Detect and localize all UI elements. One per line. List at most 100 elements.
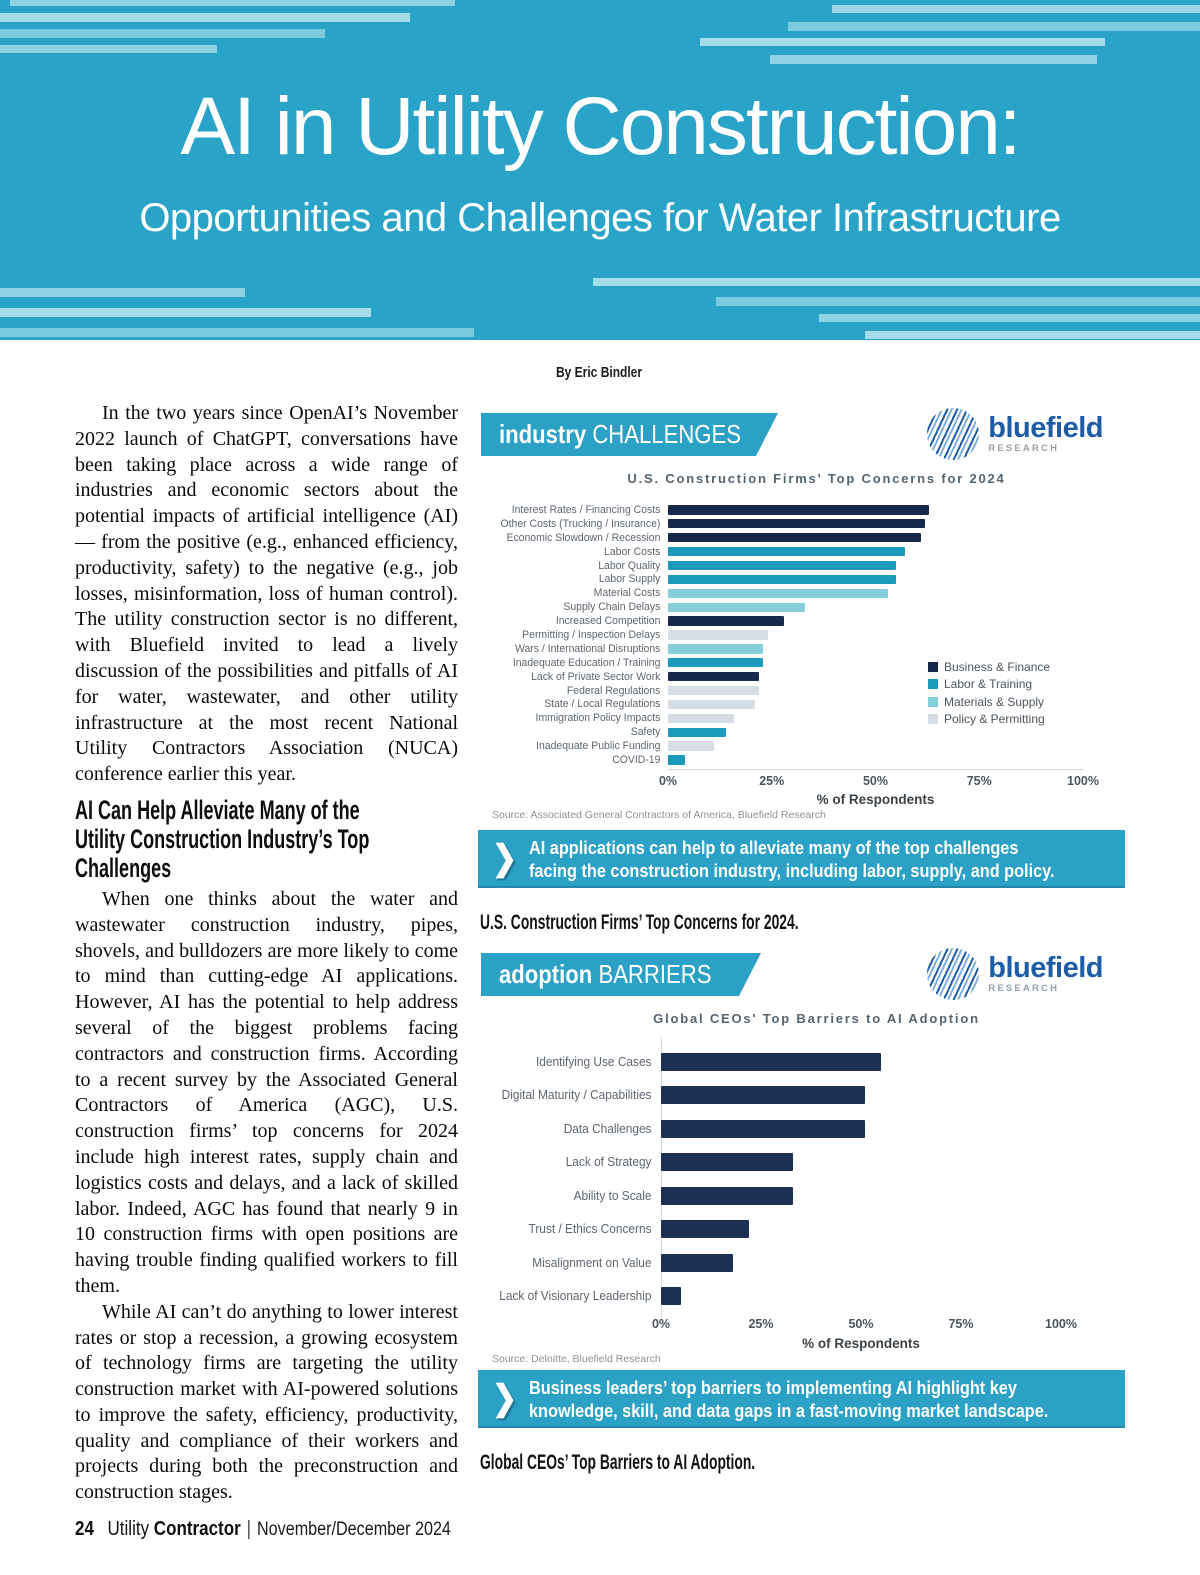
decorative-stripe <box>865 331 1200 339</box>
legend-label: Policy & Permitting <box>944 712 1045 727</box>
chart-category-label: Labor Supply <box>598 573 661 586</box>
chart-row: Inadequate Education / Training <box>478 656 1083 670</box>
source-note: Source: Deloitte, Bluefield Research <box>492 1353 661 1365</box>
chart-bar <box>668 699 756 710</box>
chart-bar-track <box>668 546 1083 557</box>
chart-bar-track <box>668 574 1083 585</box>
article-title: AI in Utility Construction: <box>180 81 1021 172</box>
chart-bar <box>661 1253 733 1272</box>
axis-tick-label: 50% <box>848 1317 874 1331</box>
axis-tick-label: 75% <box>966 774 992 788</box>
logo-sub-name: RESEARCH <box>988 982 1060 994</box>
legend-swatch-icon <box>928 679 938 690</box>
chart-row: Lack of Strategy <box>478 1146 1061 1180</box>
callout-line: Business leaders’ top barriers to implem… <box>529 1377 1018 1398</box>
industry-challenges-figure: industry CHALLENGES bluefield RESEARCH U… <box>478 405 1125 965</box>
chart-category-label: Lack of Strategy <box>565 1155 652 1170</box>
chart-row: Trust / Ethics Concerns <box>478 1213 1061 1247</box>
chart-row: Supply Chain Delays <box>478 600 1083 614</box>
logo-brand-name: bluefield <box>988 411 1103 444</box>
chart-bar <box>661 1086 865 1105</box>
callout-line: knowledge, skill, and data gaps in a fas… <box>529 1400 1049 1421</box>
chart-category-label: Data Challenges <box>563 1121 652 1136</box>
section-heading-line: Utility Construction Industry’s Top <box>75 823 370 854</box>
x-axis: 0% 25% 50% 75% 100% <box>652 1313 1077 1331</box>
chart-category-label: Supply Chain Delays <box>563 601 661 614</box>
paragraph: In the two years since OpenAI’s November… <box>75 402 458 786</box>
chart-bar-track <box>668 727 1083 737</box>
chart-bar-track <box>668 519 1083 529</box>
figure-banner: adoption BARRIERS <box>481 953 761 996</box>
section-heading-line: Challenges <box>75 852 172 883</box>
paragraph: When one thinks about the water and wast… <box>75 887 458 1297</box>
chart-bar <box>668 533 922 543</box>
x-axis: 0% 25% 50% 75% 100% <box>659 769 1099 788</box>
key-takeaway-callout: ❯ AI applications can help to alleviate … <box>478 830 1125 888</box>
chart-row: Identifying Use Cases <box>478 1045 1061 1079</box>
chart-row: Lack of Visionary Leadership <box>478 1280 1061 1314</box>
axis-tick-label: 25% <box>759 774 785 788</box>
chart-row: Economic Slowdown / Recession <box>478 531 1083 545</box>
bluefield-logo: bluefield RESEARCH <box>927 408 1103 460</box>
figure-banner-text: industry CHALLENGES <box>499 419 741 450</box>
chart-category-label: Immigration Policy Impacts <box>535 712 661 725</box>
banner-word-light: CHALLENGES <box>592 419 741 449</box>
chart-row: State / Local Regulations <box>478 697 1083 711</box>
bluefield-globe-icon <box>927 408 980 460</box>
chart-bar-track <box>668 671 1083 682</box>
chart-bar-track <box>668 616 1083 626</box>
callout-text: Business leaders’ top barriers to implem… <box>529 1376 1048 1422</box>
chart-title: U.S. Construction Firms' Top Concerns fo… <box>627 471 1006 486</box>
chart-bar <box>668 671 760 682</box>
banner-word-light: BARRIERS <box>598 959 712 989</box>
bluefield-logo: bluefield RESEARCH <box>927 948 1103 1000</box>
chart-bar-track <box>668 533 1083 543</box>
chart-bar-track <box>668 505 1083 515</box>
magazine-name-bold: Contractor <box>153 1518 241 1540</box>
chart-bar-track <box>668 644 1083 654</box>
article-subtitle: Opportunities and Challenges for Water I… <box>139 196 1061 240</box>
chart-row: Data Challenges <box>478 1112 1061 1146</box>
chart-bar <box>661 1220 749 1239</box>
figure-caption: Global CEOs’ Top Barriers to AI Adoption… <box>480 1451 756 1474</box>
chart-category-label: Inadequate Public Funding <box>536 740 661 753</box>
chart-category-label: Labor Costs <box>604 545 661 558</box>
footer-separator: | <box>246 1518 252 1540</box>
chart-bar <box>668 616 785 626</box>
chart-category-label: Wars / International Disruptions <box>515 642 661 655</box>
chart-row: Labor Costs <box>478 545 1083 559</box>
chart-bar <box>668 630 768 640</box>
decorative-stripe <box>0 288 245 297</box>
axis-tick-label: 0% <box>658 774 678 788</box>
chart-category-label: COVID-19 <box>612 753 661 766</box>
chart-bar <box>661 1287 681 1306</box>
axis-tick-label: 100% <box>1067 774 1099 788</box>
chart-bar <box>661 1186 793 1205</box>
chart-row: Digital Maturity / Capabilities <box>478 1079 1061 1113</box>
chart-bar <box>668 755 685 765</box>
paragraph: While AI can’t do anything to lower inte… <box>75 1300 458 1504</box>
chart-category-label: Material Costs <box>593 587 661 600</box>
source-note: Source: Associated General Contractors o… <box>492 809 826 821</box>
figure-banner: industry CHALLENGES <box>481 413 778 456</box>
section-heading-line: AI Can Help Alleviate Many of the <box>75 794 360 825</box>
legend-item: Business & Finance <box>928 658 1050 676</box>
decorative-stripe <box>10 0 455 6</box>
figure-banner-text: adoption BARRIERS <box>499 959 711 990</box>
chart-category-label: Ability to Scale <box>573 1188 652 1203</box>
section-heading: AI Can Help Alleviate Many of the Utilit… <box>75 794 458 883</box>
chart-category-label: Other Costs (Trucking / Insurance) <box>500 517 661 530</box>
legend-label: Materials & Supply <box>944 694 1045 709</box>
chart-category-label: Misalignment on Value <box>532 1255 652 1270</box>
chart-bar-track <box>668 560 1083 571</box>
chart-category-label: Identifying Use Cases <box>535 1054 652 1069</box>
callout-line: AI applications can help to alleviate ma… <box>529 837 1019 858</box>
chart-bar <box>668 658 764 668</box>
chart-bar-track <box>668 685 1083 696</box>
chart-bar <box>668 560 897 571</box>
article-body: In the two years since OpenAI’s November… <box>75 401 458 1506</box>
chart-row: Federal Regulations <box>478 684 1083 698</box>
chart-row: Lack of Private Sector Work <box>478 670 1083 684</box>
chart-bar-track <box>668 713 1083 723</box>
